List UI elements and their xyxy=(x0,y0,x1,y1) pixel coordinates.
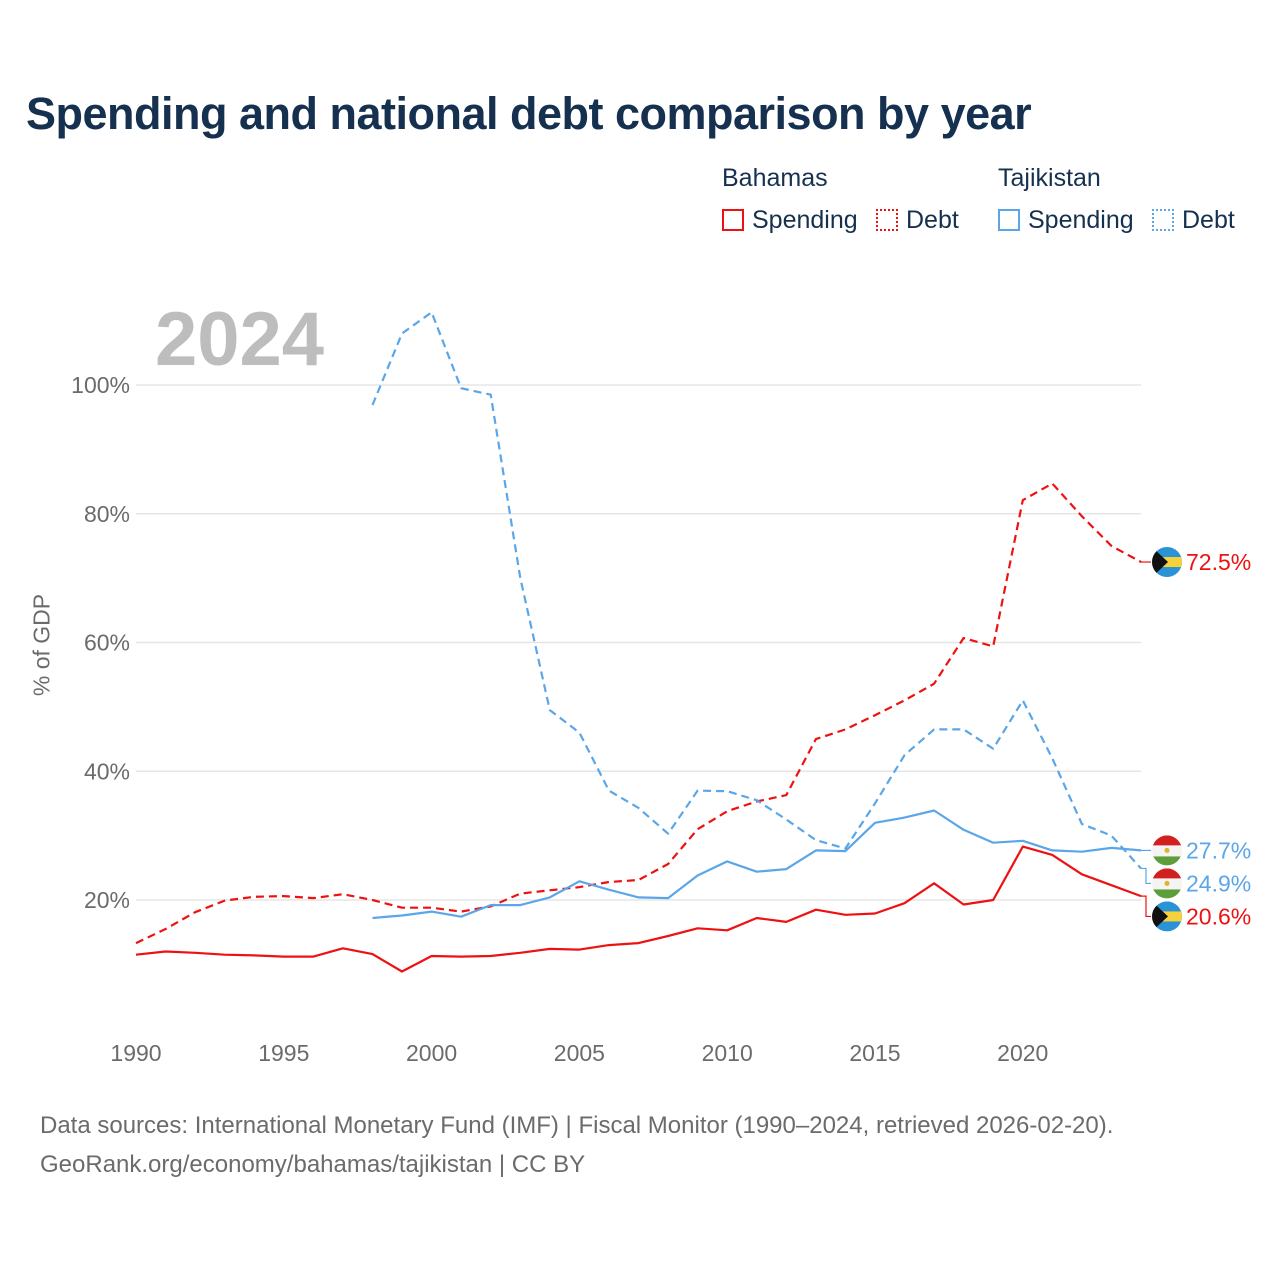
tajikistan-flag-icon xyxy=(1152,835,1182,866)
end-label-connector xyxy=(1141,895,1151,918)
legend-label: Spending xyxy=(752,205,858,234)
tajikistan-flag-icon xyxy=(1152,868,1182,899)
legend-label: Debt xyxy=(906,205,959,234)
source-line-2[interactable]: GeoRank.org/economy/bahamas/tajikistan |… xyxy=(40,1151,586,1178)
legend-swatch-dotted-icon xyxy=(876,209,898,231)
series-line-tajikistan-debt[interactable] xyxy=(371,311,1142,870)
x-axis-ticks: 1990 1995 2000 2005 2010 2015 2020 xyxy=(110,1040,1048,1066)
end-labels: 72.5% 27.7% 24.9% 20.6% xyxy=(1141,547,1251,932)
y-axis-ticks: 20% 40% 60% 80% 100% xyxy=(71,372,130,913)
chart-title: Spending and national debt comparison by… xyxy=(26,88,1032,139)
bahamas-flag-icon xyxy=(1152,547,1182,578)
y-tick-label: 20% xyxy=(84,887,130,913)
x-tick-label: 2010 xyxy=(702,1040,753,1066)
x-tick-label: 1995 xyxy=(258,1040,309,1066)
y-tick-label: 80% xyxy=(84,501,130,527)
source-line-1: Data sources: International Monetary Fun… xyxy=(40,1112,1114,1139)
legend-title-tajikistan: Tajikistan xyxy=(998,164,1101,192)
year-display: 2024 xyxy=(155,297,325,382)
x-tick-label: 2005 xyxy=(554,1040,605,1066)
series-line-bahamas-debt[interactable] xyxy=(135,482,1142,945)
end-value-label: 72.5% xyxy=(1186,549,1251,575)
end-value-label: 20.6% xyxy=(1186,903,1251,929)
end-label-connector xyxy=(1141,867,1151,885)
legend-item-bahamas-debt[interactable]: Debt xyxy=(876,204,959,236)
legend-item-bahamas-spending[interactable]: Spending xyxy=(722,204,858,236)
legend-item-tajikistan-debt[interactable]: Debt xyxy=(1152,204,1235,236)
legend-swatch-dotted-icon xyxy=(1152,209,1174,231)
legend-swatch-solid-icon xyxy=(998,209,1020,231)
end-value-label: 24.9% xyxy=(1186,870,1251,896)
end-value-label: 27.7% xyxy=(1186,837,1251,863)
legend-swatch-solid-icon xyxy=(722,209,744,231)
x-tick-label: 1990 xyxy=(110,1040,161,1066)
series-lines xyxy=(135,311,1142,973)
legend-item-tajikistan-spending[interactable]: Spending xyxy=(998,204,1134,236)
legend-label: Spending xyxy=(1028,205,1134,234)
y-tick-label: 100% xyxy=(71,372,130,398)
y-tick-label: 60% xyxy=(84,630,130,656)
y-tick-label: 40% xyxy=(84,758,130,784)
x-tick-label: 2015 xyxy=(849,1040,900,1066)
x-tick-label: 2020 xyxy=(997,1040,1048,1066)
series-line-tajikistan-spending[interactable] xyxy=(372,809,1142,920)
source-note: Data sources: International Monetary Fun… xyxy=(40,1106,1113,1184)
bahamas-flag-icon xyxy=(1152,901,1182,932)
x-tick-label: 2000 xyxy=(406,1040,457,1066)
legend-title-bahamas: Bahamas xyxy=(722,164,828,192)
gridlines xyxy=(136,384,1141,901)
legend-label: Debt xyxy=(1182,205,1235,234)
series-line-bahamas-spending[interactable] xyxy=(135,845,1142,973)
